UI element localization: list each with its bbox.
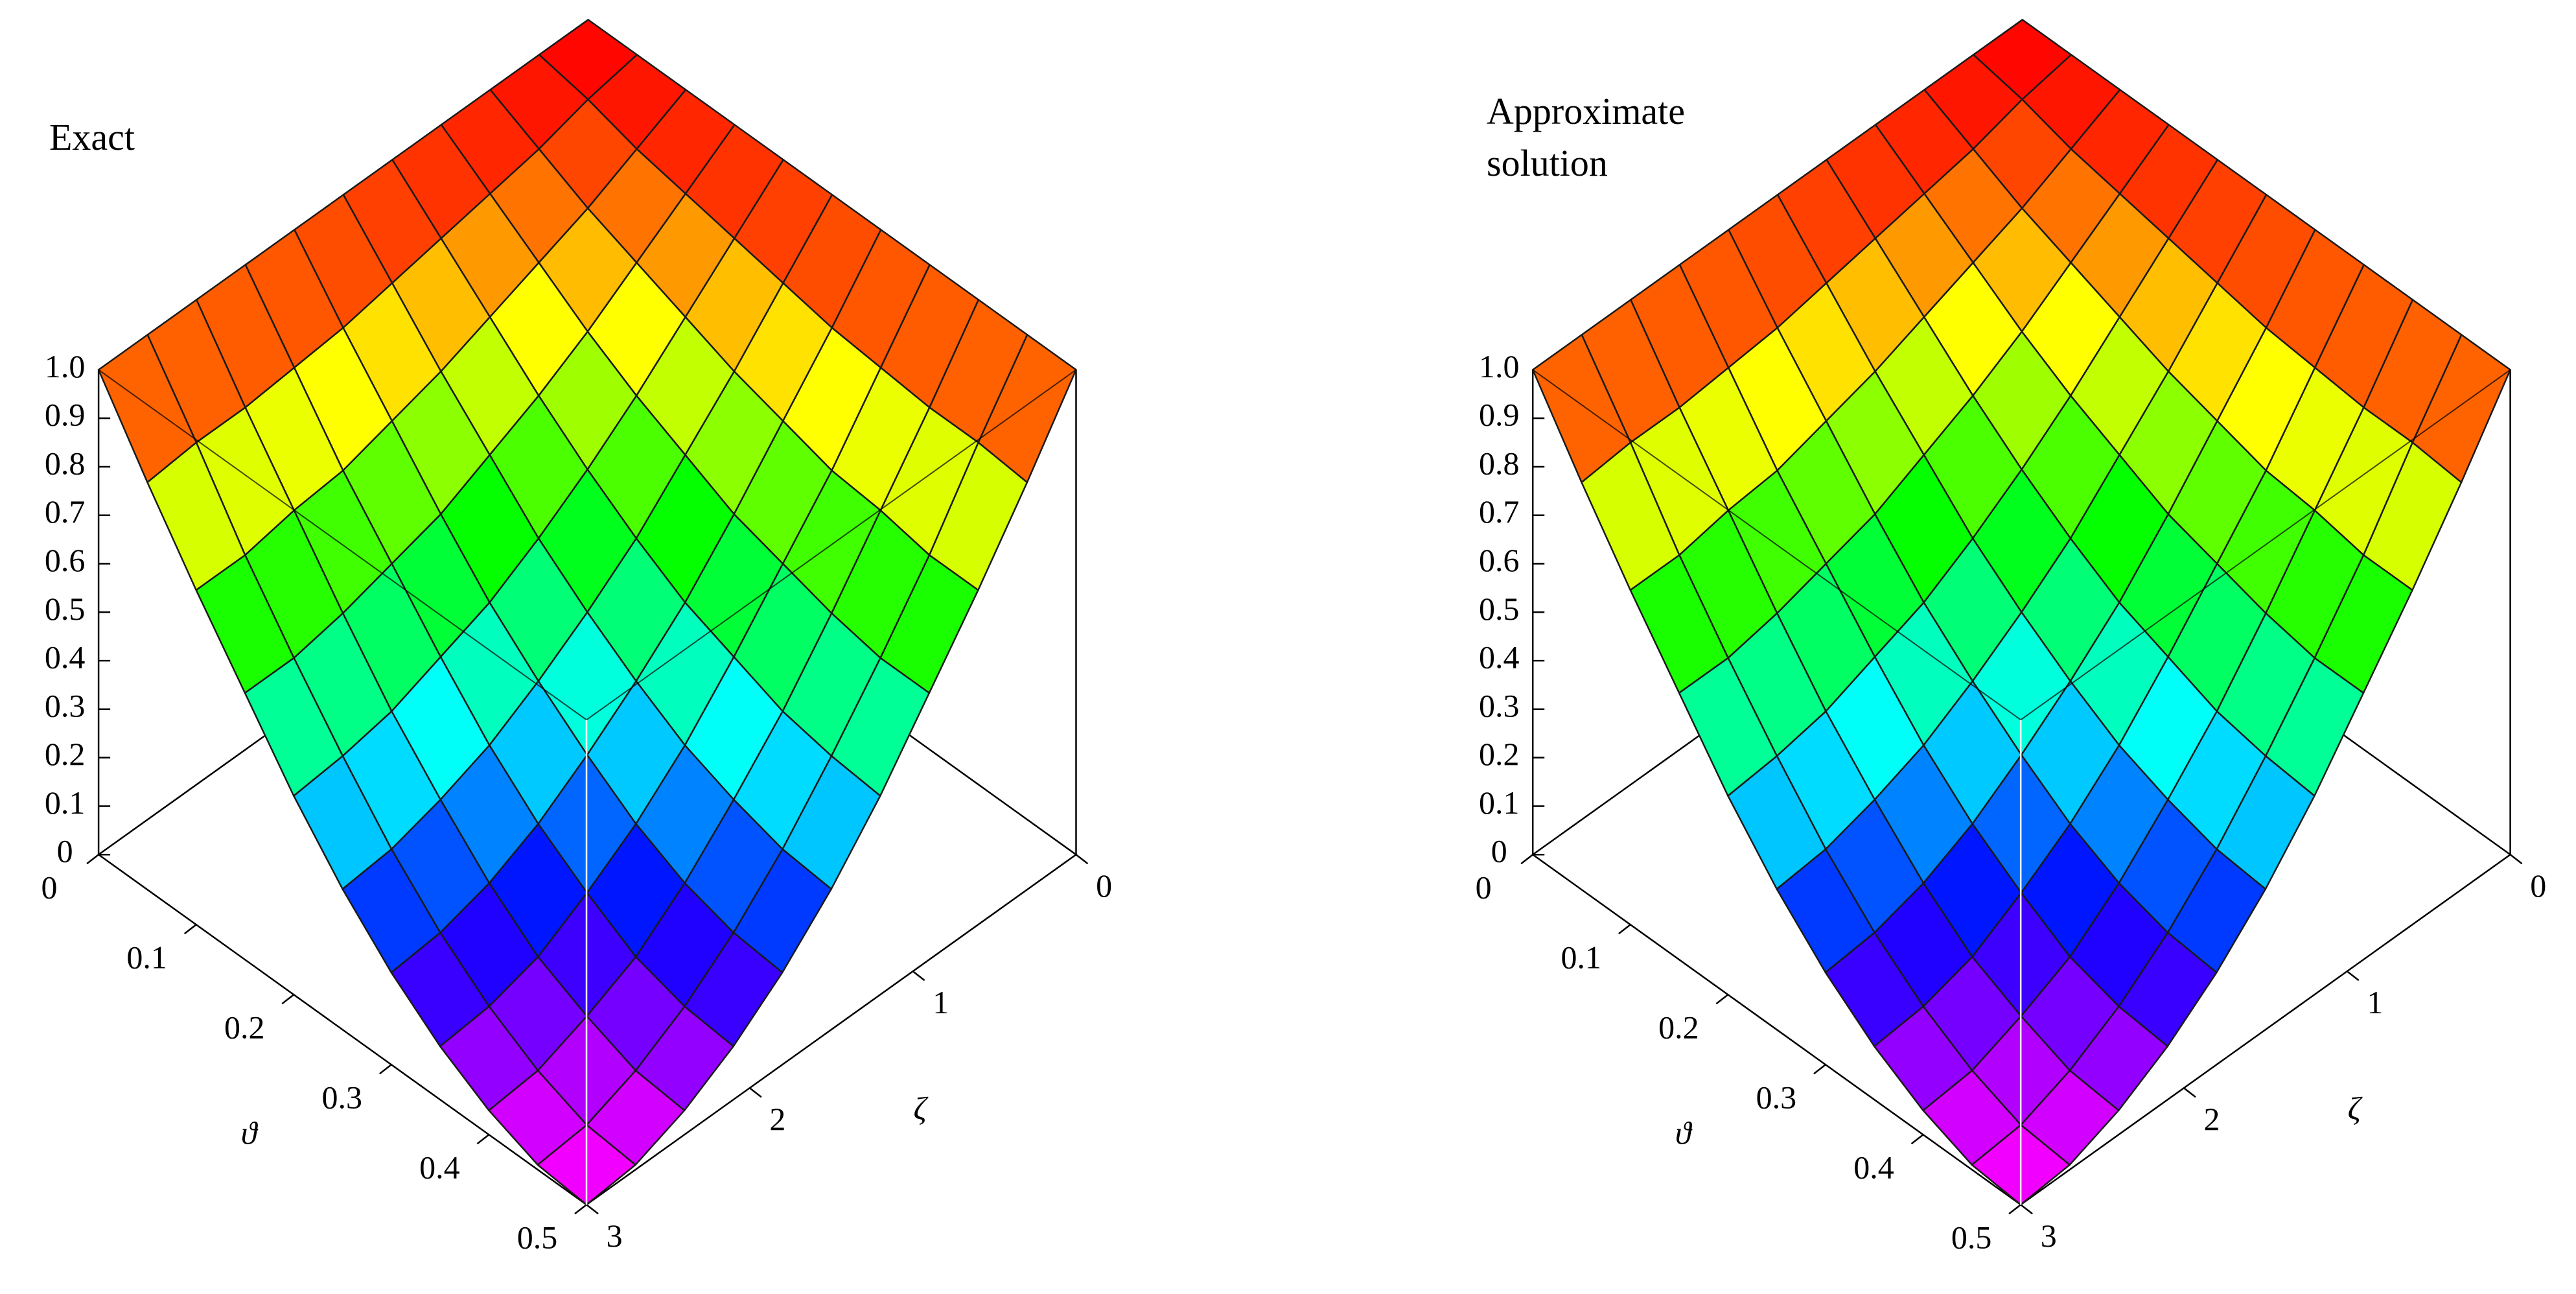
y-axis-label: ζ	[2348, 1090, 2363, 1126]
x-tick	[574, 1204, 587, 1215]
z-tick-label: 0	[1491, 833, 1507, 869]
z-tick-label: 0.2	[45, 736, 86, 772]
z-tick-label: 0.3	[45, 687, 86, 723]
y-tick-label: 0	[1096, 867, 1112, 904]
y-tick	[2183, 1087, 2196, 1098]
x-tick	[183, 924, 197, 935]
x-tick-label: 0.5	[1951, 1219, 1992, 1255]
y-tick	[912, 970, 925, 982]
x-tick-label: 0.3	[322, 1079, 363, 1115]
y-tick-label: 3	[2041, 1218, 2057, 1254]
z-tick-label: 0.2	[1479, 736, 1520, 772]
y-tick-label: 1	[933, 984, 949, 1020]
chart-title: Approximate solution	[1487, 90, 1686, 184]
x-tick-label: 0.2	[224, 1009, 265, 1045]
chart-title: Exact	[49, 116, 135, 158]
y-axis-label: ζ	[914, 1090, 929, 1126]
z-tick-label: 0.3	[1479, 687, 1520, 723]
y-tick	[2347, 970, 2360, 982]
y-tick	[2020, 1204, 2033, 1215]
z-tick-label: 0.5	[1479, 591, 1520, 627]
x-axis-label: ϑ	[241, 1114, 259, 1151]
x-tick-label: 0.1	[1561, 939, 1602, 975]
x-tick	[379, 1064, 392, 1075]
z-tick-label: 0.7	[45, 493, 86, 530]
y-tick-label: 2	[769, 1101, 785, 1137]
x-tick	[1618, 924, 1631, 935]
z-tick-label: 0.4	[45, 639, 86, 676]
z-tick-label: 0.5	[45, 591, 86, 627]
x-tick	[2008, 1204, 2021, 1215]
z-tick-label: 0.8	[1479, 445, 1520, 481]
z-tick-label: 0.1	[45, 784, 86, 821]
z-tick-label: 0.1	[1479, 784, 1520, 821]
y-tick-label: 2	[2204, 1101, 2220, 1137]
box-edge	[2020, 369, 2511, 721]
x-tick-label: 0.3	[1756, 1079, 1797, 1115]
x-tick	[281, 994, 295, 1005]
box-edge	[1532, 369, 2021, 721]
y-tick-label: 3	[607, 1218, 623, 1254]
x-tick	[476, 1134, 490, 1145]
x-tick	[86, 854, 99, 865]
x-tick	[1910, 1134, 1924, 1145]
y-axis	[586, 854, 1077, 1206]
z-tick-label: 0.6	[45, 542, 86, 578]
x-tick-label: 0	[1476, 869, 1492, 905]
z-tick-label: 0.4	[1479, 639, 1520, 676]
x-axis	[1532, 854, 2021, 1206]
x-tick	[1813, 1064, 1826, 1075]
z-tick-label: 1.0	[45, 348, 86, 384]
x-axis	[98, 854, 587, 1206]
x-tick-label: 0.4	[419, 1149, 460, 1185]
z-tick-label: 0.7	[1479, 493, 1520, 530]
y-axis	[2020, 854, 2511, 1206]
z-tick-label: 0.6	[1479, 542, 1520, 578]
y-tick	[1075, 854, 1089, 865]
x-tick-label: 0	[41, 869, 58, 905]
z-tick-label: 0	[57, 833, 73, 869]
box-edge	[98, 369, 587, 721]
x-tick-label: 0.4	[1853, 1149, 1894, 1185]
y-tick-label: 1	[2367, 984, 2383, 1020]
z-tick-label: 0.9	[45, 397, 86, 433]
z-tick-label: 0.9	[1479, 397, 1520, 433]
x-tick-label: 0.1	[126, 939, 167, 975]
z-tick-label: 1.0	[1479, 348, 1520, 384]
x-tick	[1520, 854, 1533, 865]
z-tick-label: 0.8	[45, 445, 86, 481]
box-edge	[586, 369, 1077, 721]
x-axis-label: ϑ	[1675, 1114, 1693, 1151]
x-tick	[1715, 994, 1729, 1005]
y-tick	[2509, 854, 2523, 865]
y-tick	[749, 1087, 762, 1098]
y-tick	[586, 1204, 599, 1215]
x-tick-label: 0.2	[1658, 1009, 1699, 1045]
y-tick-label: 0	[2530, 867, 2546, 904]
x-tick-label: 0.5	[517, 1219, 558, 1255]
